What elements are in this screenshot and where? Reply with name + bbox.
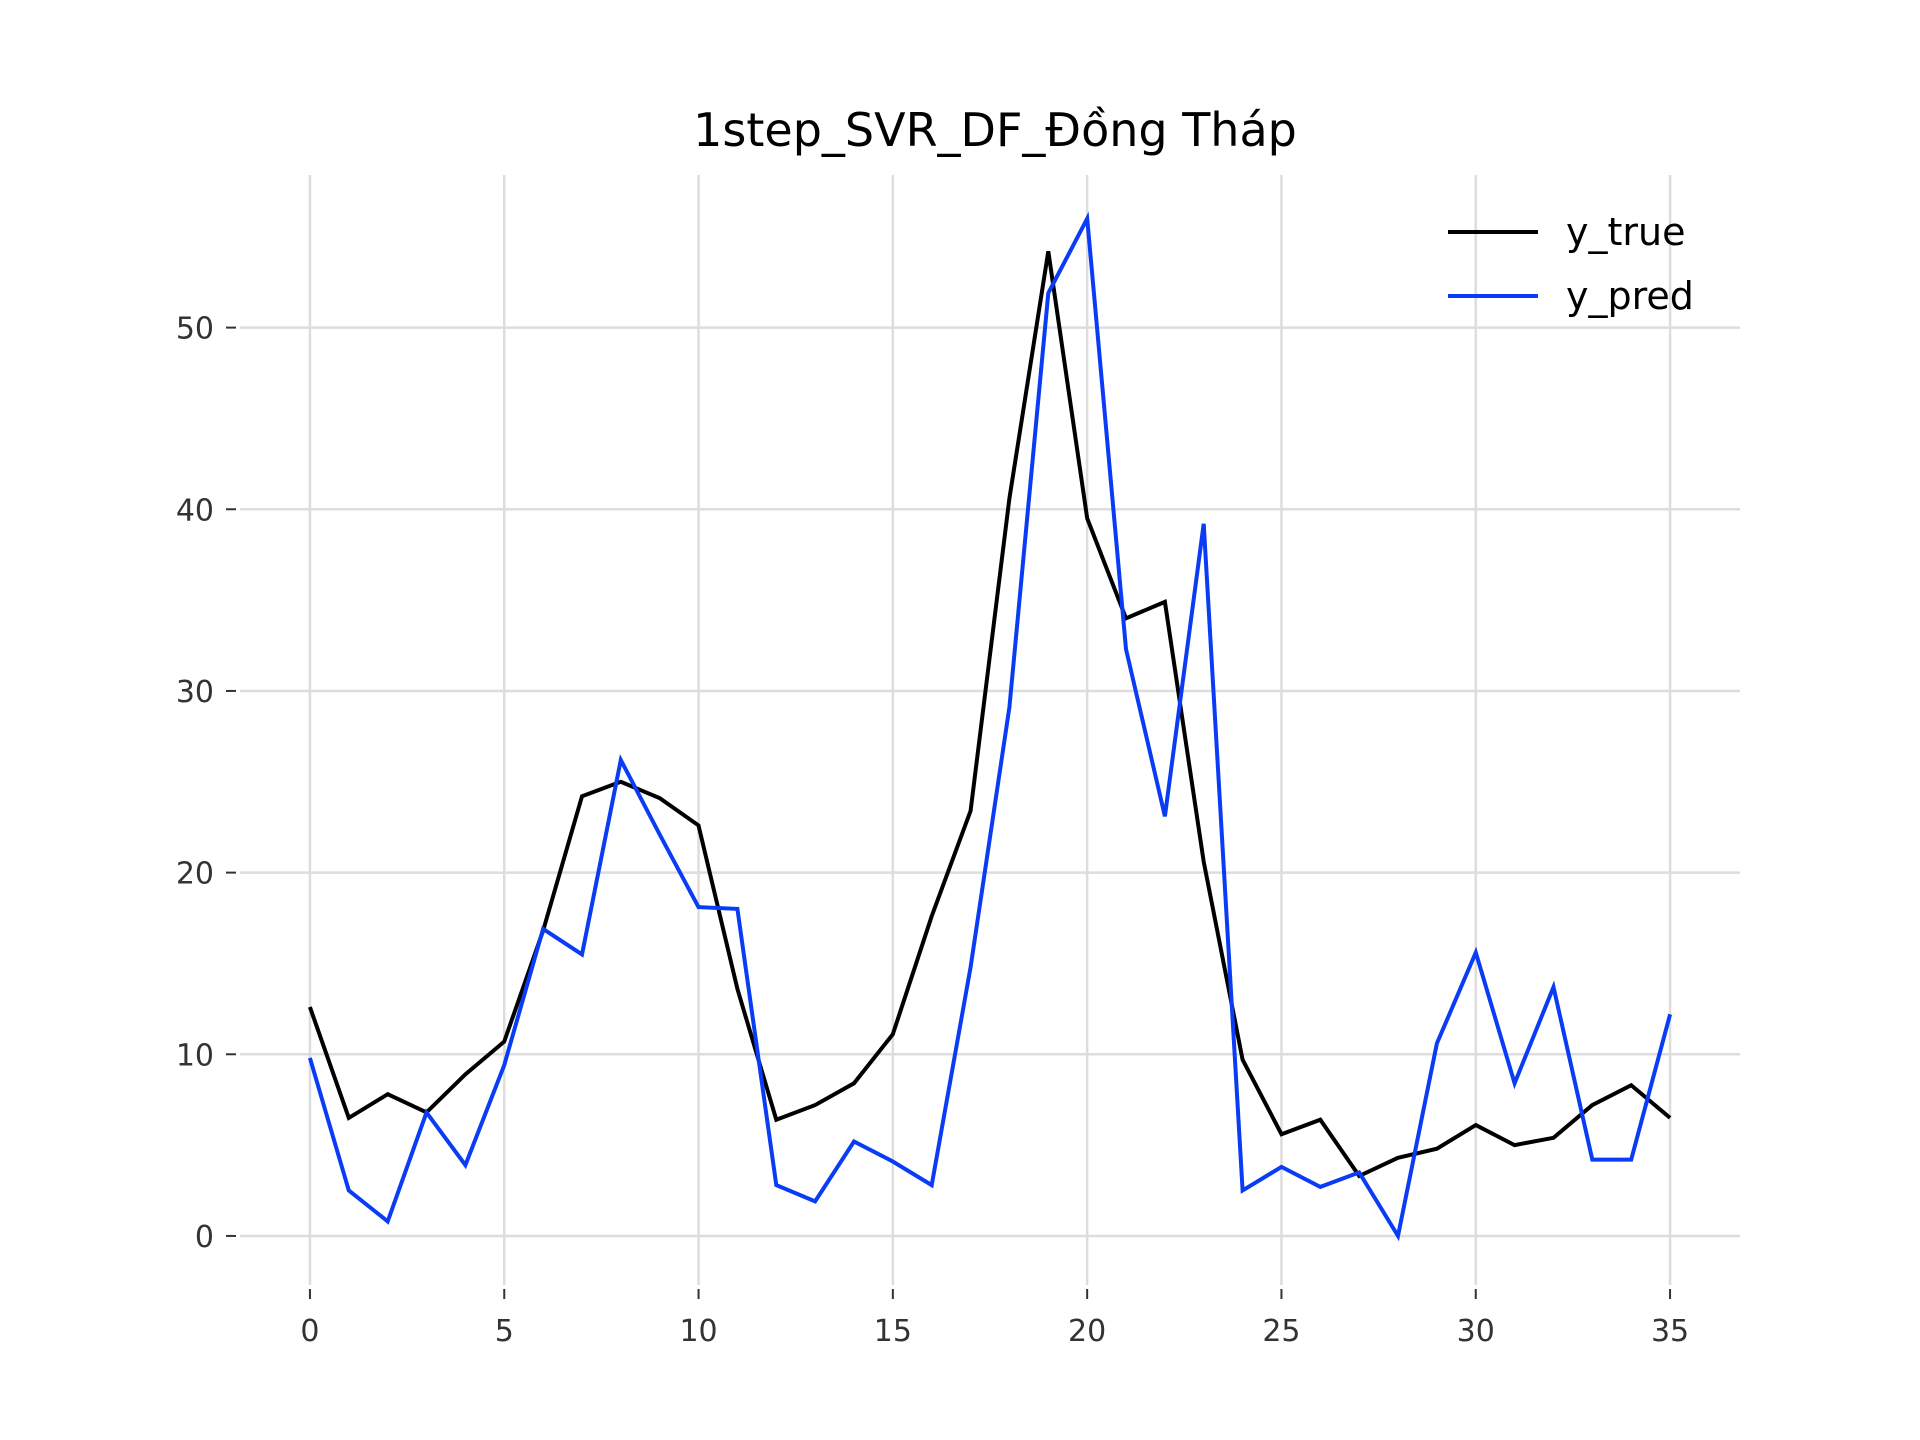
legend-label-y-true: y_true bbox=[1566, 210, 1685, 254]
x-tick-label: 25 bbox=[1262, 1314, 1300, 1349]
y-tick-label: 10 bbox=[176, 1038, 214, 1073]
y-tick-label: 50 bbox=[176, 312, 214, 347]
x-gridlines bbox=[308, 175, 1672, 1285]
x-tick-label: 30 bbox=[1457, 1314, 1495, 1349]
x-tick-label: 5 bbox=[495, 1314, 514, 1349]
y-tick-label: 30 bbox=[176, 675, 214, 710]
x-axis: 0 5 10 15 20 25 30 35 bbox=[300, 1289, 1689, 1349]
x-tick-label: 20 bbox=[1068, 1314, 1106, 1349]
series-line-y-pred bbox=[307, 211, 1673, 1242]
chart-title: 1step_SVR_DF_Đồng Tháp bbox=[693, 103, 1297, 157]
y-gridlines bbox=[240, 326, 1740, 1238]
y-tick-label: 40 bbox=[176, 493, 214, 528]
x-tick-label: 10 bbox=[679, 1314, 717, 1349]
y-axis: 0 10 20 30 40 50 bbox=[176, 312, 236, 1255]
legend-label-y-pred: y_pred bbox=[1566, 274, 1694, 318]
x-tick-label: 0 bbox=[300, 1314, 319, 1349]
x-tick-label: 15 bbox=[874, 1314, 912, 1349]
plot-area bbox=[307, 211, 1673, 1242]
y-tick-label: 0 bbox=[195, 1220, 214, 1255]
x-tick-label: 35 bbox=[1651, 1314, 1689, 1349]
legend: y_true y_pred bbox=[1448, 210, 1694, 318]
y-tick-label: 20 bbox=[176, 857, 214, 892]
